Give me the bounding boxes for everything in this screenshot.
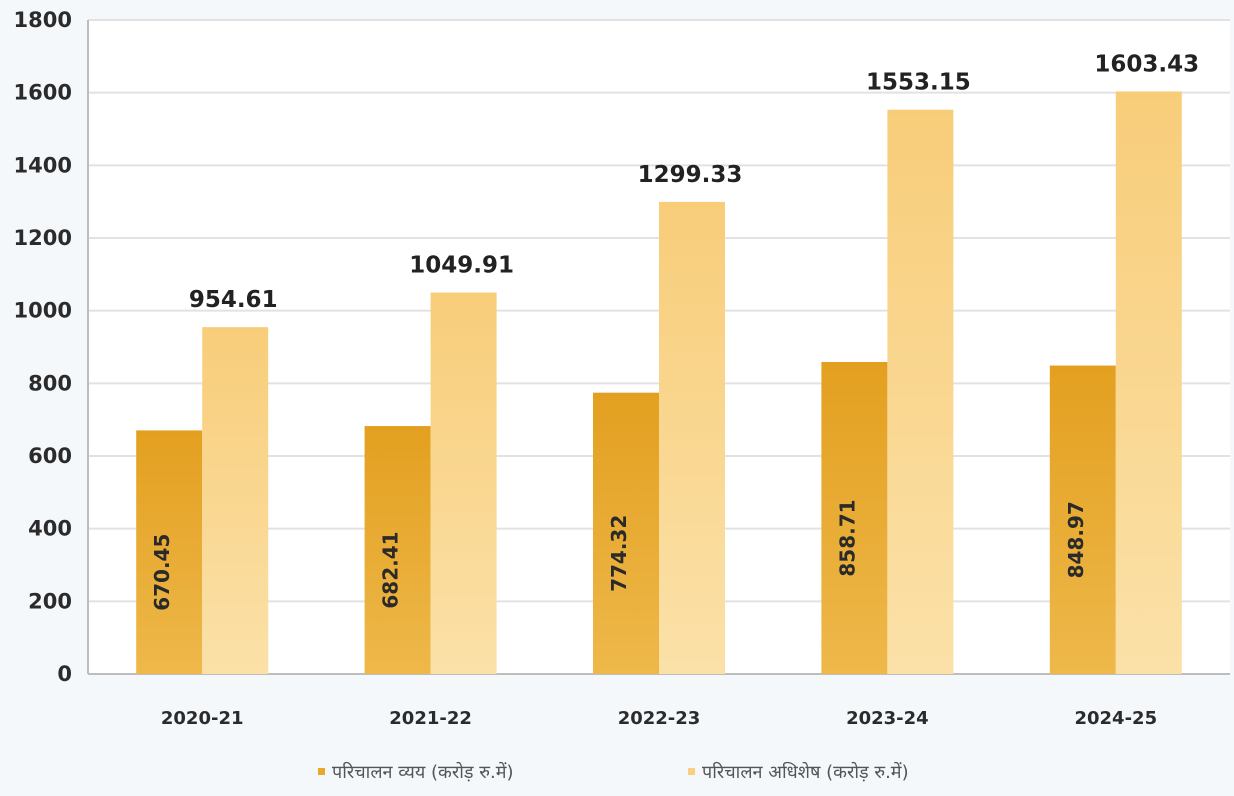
legend-swatch-1 [688,768,695,775]
x-tick-label: 2021-22 [389,708,472,729]
y-tick-label: 600 [28,444,72,468]
y-tick-label: 1400 [14,153,72,177]
bar-series-1-2023-24 [887,109,954,674]
bar-series-0-2020-21 [136,430,203,674]
value-label-series-1: 954.61 [189,287,278,313]
x-tick-label: 2022-23 [618,708,701,729]
bar-series-0-2022-23 [593,392,659,674]
x-tick-label: 2024-25 [1074,708,1157,729]
value-label-series-0: 670.45 [150,534,174,611]
bar-series-0-2021-22 [364,426,431,674]
bar-series-1-2022-23 [659,201,725,674]
x-tick-label: 2023-24 [846,708,929,729]
bar-series-0-2023-24 [821,362,888,674]
legend-label-0: परिचालन व्यय (करोड़ रु.में) [332,761,514,783]
y-tick-label: 1600 [14,81,72,105]
y-tick-label: 200 [28,589,72,613]
y-tick-label: 0 [57,662,72,686]
legend-swatch-0 [318,768,325,775]
bar-series-1-2021-22 [430,292,497,674]
bar-series-1-2024-25 [1115,91,1182,675]
value-label-series-1: 1553.15 [866,70,971,96]
y-tick-label: 1200 [14,226,72,250]
bar-series-0-2024-25 [1049,365,1116,674]
x-tick-label: 2020-21 [161,708,244,729]
y-tick-label: 800 [28,371,72,395]
value-label-series-1: 1299.33 [638,162,743,188]
value-label-series-0: 858.71 [835,499,859,576]
y-tick-label: 1000 [14,299,72,323]
legend-label-1: परिचालन अधिशेष (करोड़ रु.में) [702,761,909,783]
value-label-series-1: 1049.91 [409,253,514,279]
y-tick-label: 400 [28,517,72,541]
bar-series-1-2020-21 [202,327,269,674]
value-label-series-0: 682.41 [379,531,403,608]
y-tick-label: 1800 [14,8,72,32]
value-label-series-0: 848.97 [1064,501,1088,578]
value-label-series-0: 774.32 [607,515,631,592]
value-label-series-1: 1603.43 [1094,51,1199,77]
